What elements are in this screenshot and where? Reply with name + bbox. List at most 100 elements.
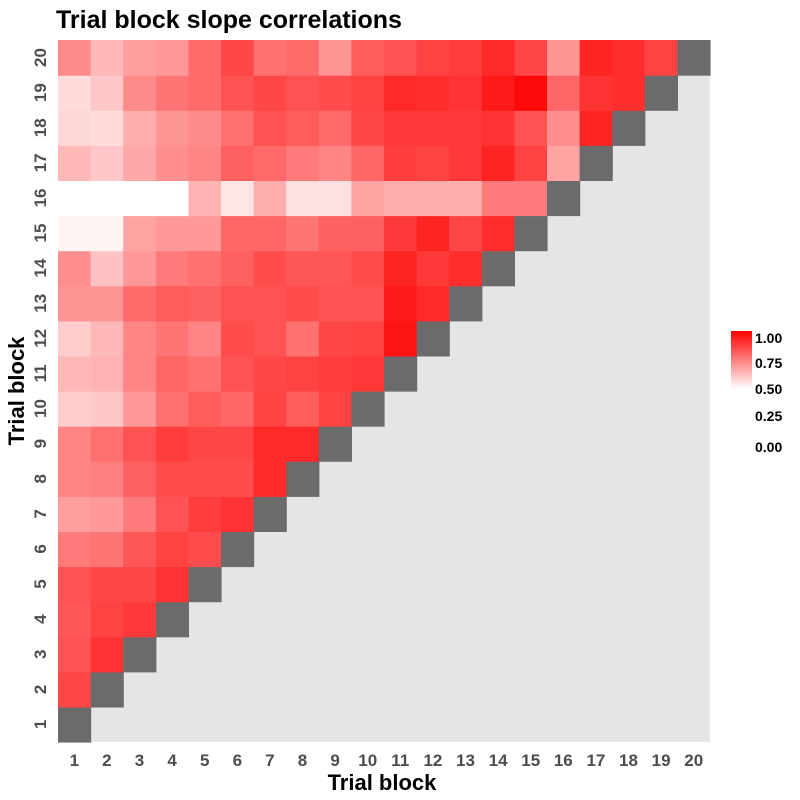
heatmap-cell-11-7 bbox=[253, 355, 287, 392]
heatmap-cell-16-11 bbox=[384, 180, 418, 217]
heatmap-cell-20-8 bbox=[286, 40, 320, 76]
legend-break-label: 0.25 bbox=[755, 408, 782, 424]
x-tick-label: 7 bbox=[265, 751, 274, 770]
x-tick-label: 19 bbox=[652, 751, 671, 770]
heatmap-cell-18-7 bbox=[253, 110, 287, 146]
y-tick-label: 18 bbox=[31, 118, 50, 137]
x-tick-label: 10 bbox=[358, 751, 377, 770]
heatmap-cell-20-17 bbox=[579, 40, 613, 76]
heatmap-cell-13-3 bbox=[123, 285, 157, 322]
diagonal-cell-10 bbox=[351, 391, 385, 427]
heatmap-cell-17-3 bbox=[123, 145, 157, 181]
heatmap-cell-11-4 bbox=[155, 355, 189, 392]
heatmap-cell-15-10 bbox=[351, 215, 385, 252]
heatmap-cell-11-10 bbox=[351, 355, 385, 392]
color-legend: 1.00 0.75 0.50 0.25 0.00 bbox=[731, 330, 782, 455]
heatmap-cell-20-18 bbox=[612, 40, 646, 76]
heatmap-cell-16-2 bbox=[90, 180, 124, 217]
heatmap-cell-12-4 bbox=[155, 320, 189, 357]
y-tick-label: 12 bbox=[31, 329, 50, 348]
heatmap-cell-18-13 bbox=[449, 110, 483, 146]
heatmap-cell-6-5 bbox=[188, 531, 222, 568]
heatmap-cell-19-10 bbox=[351, 75, 385, 111]
legend-break-label: 1.00 bbox=[755, 330, 782, 346]
heatmap-cell-18-3 bbox=[123, 110, 157, 146]
heatmap-cell-9-8 bbox=[286, 426, 320, 462]
heatmap-cell-13-5 bbox=[188, 285, 222, 322]
diagonal-cell-19 bbox=[644, 75, 678, 111]
y-tick-label: 5 bbox=[31, 579, 50, 588]
heatmap-cell-8-7 bbox=[253, 461, 287, 497]
heatmap-cell-13-2 bbox=[90, 285, 124, 322]
heatmap-cell-8-5 bbox=[188, 461, 222, 497]
y-tick-label: 11 bbox=[31, 364, 50, 382]
heatmap-cell-13-6 bbox=[221, 285, 255, 322]
heatmap-cell-20-3 bbox=[123, 40, 157, 76]
heatmap-cell-9-7 bbox=[253, 426, 287, 462]
heatmap-cell-19-3 bbox=[123, 75, 157, 111]
heatmap-cell-16-13 bbox=[449, 180, 483, 217]
heatmap-cell-15-3 bbox=[123, 215, 157, 252]
heatmap-cell-9-6 bbox=[221, 426, 255, 462]
heatmap-cell-12-1 bbox=[58, 320, 92, 357]
heatmap-cell-11-2 bbox=[90, 355, 124, 392]
heatmap-cell-20-14 bbox=[481, 40, 515, 76]
diagonal-cell-8 bbox=[286, 461, 320, 497]
heatmap-cell-14-4 bbox=[155, 250, 189, 287]
heatmap-cell-7-6 bbox=[221, 496, 255, 532]
chart-title: Trial block slope correlations bbox=[56, 6, 402, 34]
heatmap-cell-18-4 bbox=[155, 110, 189, 146]
diagonal-cell-3 bbox=[123, 636, 157, 673]
heatmap-cell-16-8 bbox=[286, 180, 320, 217]
x-tick-label: 20 bbox=[684, 751, 703, 770]
heatmap-cell-9-2 bbox=[90, 426, 124, 462]
heatmap-cell-17-7 bbox=[253, 145, 287, 181]
diagonal-cell-2 bbox=[90, 671, 124, 708]
heatmap-cell-6-2 bbox=[90, 531, 124, 568]
heatmap-cell-14-9 bbox=[318, 250, 352, 287]
heatmap-cell-18-9 bbox=[318, 110, 352, 146]
heatmap-cell-10-8 bbox=[286, 391, 320, 427]
diagonal-cell-4 bbox=[155, 601, 189, 638]
heatmap-cell-13-12 bbox=[416, 285, 450, 322]
heatmap-cell-18-1 bbox=[58, 110, 92, 146]
heatmap-cell-16-9 bbox=[318, 180, 352, 217]
legend-break-label: 0.50 bbox=[755, 381, 782, 397]
diagonal-cell-9 bbox=[318, 426, 352, 462]
y-tick-label: 2 bbox=[31, 685, 50, 694]
heatmap-cell-17-8 bbox=[286, 145, 320, 181]
heatmap-cell-14-11 bbox=[384, 250, 418, 287]
heatmap-cell-20-5 bbox=[188, 40, 222, 76]
diagonal-cell-12 bbox=[416, 320, 450, 357]
heatmap-cell-20-16 bbox=[547, 40, 581, 76]
heatmap-cell-16-12 bbox=[416, 180, 450, 217]
heatmap-cell-15-5 bbox=[188, 215, 222, 252]
heatmap-cell-14-10 bbox=[351, 250, 385, 287]
heatmap-cell-15-6 bbox=[221, 215, 255, 252]
heatmap-cell-13-10 bbox=[351, 285, 385, 322]
heatmap-cell-20-12 bbox=[416, 40, 450, 76]
y-tick-label: 7 bbox=[31, 509, 50, 518]
heatmap-cell-17-10 bbox=[351, 145, 385, 181]
x-tick-label: 11 bbox=[391, 751, 409, 770]
heatmap-cell-17-15 bbox=[514, 145, 548, 181]
heatmap-cell-9-5 bbox=[188, 426, 222, 462]
diagonal-cell-16 bbox=[547, 180, 581, 217]
heatmap-cell-16-15 bbox=[514, 180, 548, 217]
heatmap-cell-10-4 bbox=[155, 391, 189, 427]
heatmap-cell-12-11 bbox=[384, 320, 418, 357]
diagonal-cell-6 bbox=[221, 531, 255, 568]
heatmap-cell-15-8 bbox=[286, 215, 320, 252]
heatmap-cell-17-9 bbox=[318, 145, 352, 181]
heatmap-cell-18-2 bbox=[90, 110, 124, 146]
diagonal-cell-18 bbox=[612, 110, 646, 146]
heatmap-cell-2-1 bbox=[58, 671, 92, 708]
y-tick-label: 15 bbox=[31, 224, 50, 243]
heatmap-cell-17-16 bbox=[547, 145, 581, 181]
heatmap-cell-4-2 bbox=[90, 601, 124, 638]
heatmap-cell-10-7 bbox=[253, 391, 287, 427]
heatmap-cell-3-2 bbox=[90, 636, 124, 673]
diagonal-cell-15 bbox=[514, 215, 548, 252]
heatmap-cell-8-1 bbox=[58, 461, 92, 497]
